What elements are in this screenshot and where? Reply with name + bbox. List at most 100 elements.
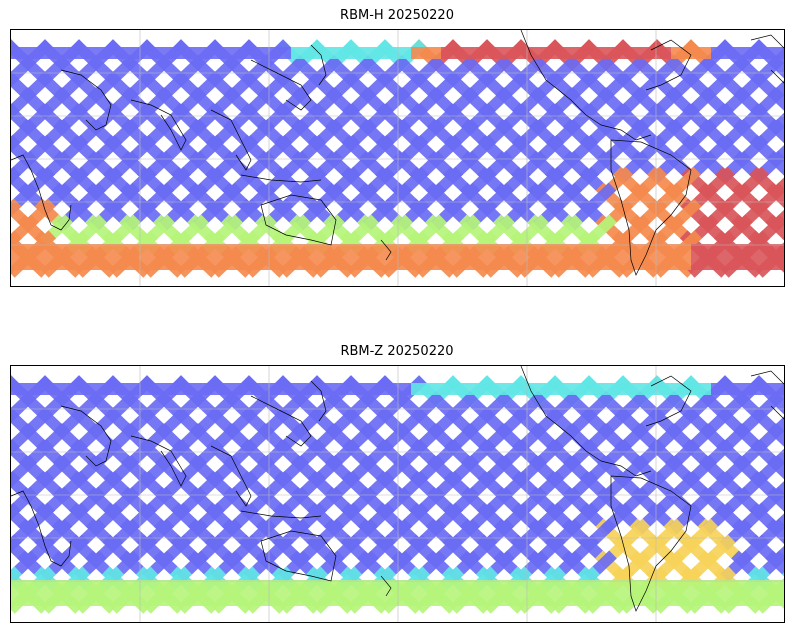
top-band-cell [721, 47, 731, 59]
bottom-band-cell [421, 244, 431, 270]
bottom-band-cell [171, 580, 181, 606]
top-band-cell [511, 47, 521, 59]
top-band-cell [241, 383, 251, 395]
bottom-band-cell [21, 244, 31, 270]
bottom-band-cell [531, 580, 541, 606]
top-band-cell [371, 383, 381, 395]
top-band-cell [441, 383, 451, 395]
top-band-cell [411, 383, 421, 395]
coastlines [11, 366, 784, 612]
top-band-cell [681, 47, 691, 59]
top-band-cell [731, 383, 741, 395]
bottom-band-cell [131, 244, 141, 270]
top-band-cell [341, 383, 351, 395]
bottom-band-cell [741, 244, 751, 270]
bottom-band-cell [231, 244, 241, 270]
bottom-band-cell [211, 244, 221, 270]
bottom-band-cell [221, 244, 231, 270]
bottom-band-cell [151, 244, 161, 270]
top-band-cell [691, 383, 701, 395]
bottom-band-cell [51, 580, 61, 606]
bottom-band-cell [761, 580, 771, 606]
top-band-cell [141, 47, 151, 59]
bottom-band-cell [691, 244, 701, 270]
top-band-cell [611, 383, 621, 395]
bottom-band-cell [161, 244, 171, 270]
bottom-band-cell [441, 580, 451, 606]
top-band-cell [761, 47, 771, 59]
bottom-band-cell [81, 580, 91, 606]
bottom-band-cell [671, 244, 681, 270]
coastline-path [770, 405, 784, 420]
bottom-band-cell [161, 580, 171, 606]
bottom-band-cell [401, 580, 411, 606]
top-band-cell [331, 383, 341, 395]
top-band-cell [751, 47, 761, 59]
bottom-band-cell [611, 244, 621, 270]
top-band-cell [351, 47, 361, 59]
coastline-path [600, 124, 652, 141]
bottom-band-cell [601, 244, 611, 270]
top-band-cell [421, 47, 431, 59]
top-band-cell [361, 47, 371, 59]
bottom-band-cell [501, 580, 511, 606]
top-band-cell [201, 47, 211, 59]
bottom-band-cell [531, 244, 541, 270]
swath-layer [11, 375, 784, 614]
coastline-path [610, 139, 692, 276]
top-band-cell [151, 47, 161, 59]
top-band-cell [701, 383, 711, 395]
top-band-cell [161, 383, 171, 395]
bottom-band-cell [761, 244, 771, 270]
top-band-cell [301, 47, 311, 59]
coastline-path [260, 194, 337, 246]
bottom-band-cell [91, 244, 101, 270]
top-band-cell [191, 47, 201, 59]
bottom-band-cell [551, 244, 561, 270]
top-band-cell [471, 47, 481, 59]
coastline-path [645, 39, 692, 91]
bottom-band-cell [351, 580, 361, 606]
bottom-band-cell [731, 580, 741, 606]
bottom-band-cell [281, 580, 291, 606]
coastline-path [310, 380, 327, 422]
bottom-band-cell [241, 244, 251, 270]
top-band-cell [541, 383, 551, 395]
top-band-cell [131, 383, 141, 395]
map-panel-rbm-h [10, 29, 785, 287]
top-band-cell [381, 383, 391, 395]
bottom-band-cell [71, 244, 81, 270]
top-band-cell [691, 47, 701, 59]
top-band-cell [571, 383, 581, 395]
bottom-band-cell [131, 580, 141, 606]
bottom-band-cell [301, 580, 311, 606]
bottom-band-cell [731, 244, 741, 270]
top-band-cell [671, 383, 681, 395]
top-band-cell [701, 47, 711, 59]
bottom-band-cell [121, 244, 131, 270]
top-band-cell [581, 47, 591, 59]
bottom-band-cell [551, 580, 561, 606]
bottom-band-cell [21, 580, 31, 606]
top-band-cell [101, 47, 111, 59]
bottom-band-cell [641, 244, 651, 270]
bottom-band-cell [621, 244, 631, 270]
coastline-path [520, 30, 602, 126]
bottom-band-cell [741, 580, 751, 606]
bottom-band-cell [101, 580, 111, 606]
bottom-band-cell [61, 244, 71, 270]
top-band-cell [491, 383, 501, 395]
top-band-cell [181, 47, 191, 59]
top-band-cell [661, 47, 671, 59]
top-band-cell [401, 383, 411, 395]
bottom-band-cell [521, 244, 531, 270]
bottom-band-cell [701, 580, 711, 606]
bottom-band-cell [711, 244, 721, 270]
top-band-cell [111, 47, 121, 59]
top-band-cell [261, 383, 271, 395]
bottom-band-cell [541, 244, 551, 270]
bottom-band-cell [711, 580, 721, 606]
top-band-cell [71, 47, 81, 59]
bottom-band-cell [321, 244, 331, 270]
top-band-cell [601, 47, 611, 59]
